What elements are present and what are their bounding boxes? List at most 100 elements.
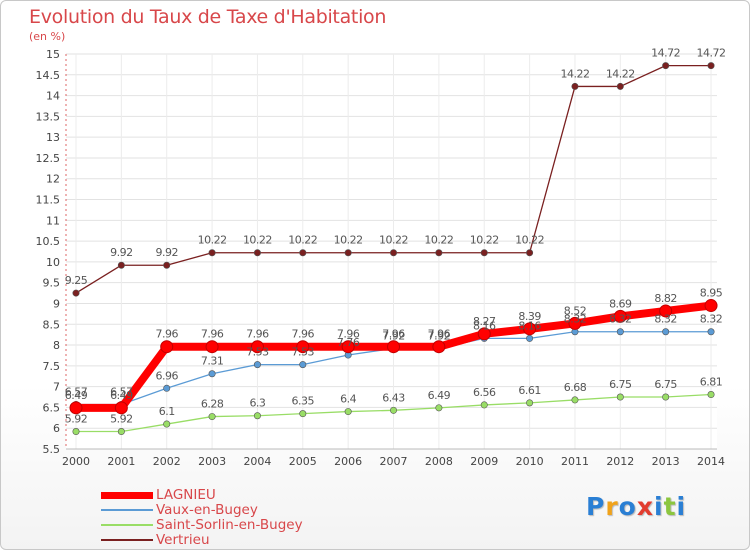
- data-point-saint-sorlin-en-bugey: [72, 428, 80, 436]
- axes: 5.566.577.588.599.51010.51111.51212.5131…: [36, 48, 726, 468]
- data-label-saint-sorlin-en-bugey: 5.92: [65, 413, 88, 426]
- data-label-vertrieu: 10.22: [198, 234, 227, 247]
- data-label-vertrieu: 10.22: [470, 234, 499, 247]
- x-tick-label: 2007: [380, 455, 408, 468]
- x-tick-label: 2001: [107, 455, 135, 468]
- data-point-lagnieu: [250, 340, 264, 354]
- legend-swatch-saint-sorlin-en-bugey: [101, 524, 153, 526]
- data-label-vaux-en-bugey: 7.53: [246, 346, 269, 359]
- data-point-lagnieu: [568, 316, 582, 330]
- data-point-vertrieu: [616, 82, 624, 90]
- x-tick-label: 2002: [153, 455, 181, 468]
- data-point-lagnieu: [341, 340, 355, 354]
- data-point-saint-sorlin-en-bugey: [616, 393, 624, 401]
- data-label-saint-sorlin-en-bugey: 6.75: [609, 378, 632, 391]
- y-tick-label: 7: [53, 381, 60, 394]
- data-label-vertrieu: 14.72: [697, 47, 726, 60]
- y-tick-label: 13: [46, 131, 60, 144]
- data-label-saint-sorlin-en-bugey: 6.75: [654, 378, 677, 391]
- data-label-lagnieu: 7.96: [246, 328, 269, 341]
- data-label-vertrieu: 10.22: [334, 234, 363, 247]
- legend-label: Vaux-en-Bugey: [156, 502, 258, 518]
- legend-swatch-vertrieu: [101, 539, 153, 541]
- data-label-saint-sorlin-en-bugey: 6.81: [700, 376, 723, 389]
- data-label-saint-sorlin-en-bugey: 6.61: [518, 384, 541, 397]
- data-point-vertrieu: [344, 249, 352, 257]
- data-point-saint-sorlin-en-bugey: [117, 428, 125, 436]
- data-point-vaux-en-bugey: [299, 361, 307, 369]
- data-labels: 6.49 6.49 7.96 7.96 7.96 7.96 7.96 7.96 7.96 8.27…: [65, 47, 726, 426]
- data-label-saint-sorlin-en-bugey: 6.3: [249, 397, 265, 410]
- data-label-vertrieu: 10.22: [288, 234, 317, 247]
- data-label-vaux-en-bugey: 6.57: [65, 386, 88, 399]
- data-point-lagnieu: [296, 340, 310, 354]
- data-label-saint-sorlin-en-bugey: 6.28: [201, 398, 224, 411]
- data-label-saint-sorlin-en-bugey: 6.1: [159, 405, 175, 418]
- data-point-lagnieu: [387, 340, 401, 354]
- data-label-vaux-en-bugey: 8.32: [609, 313, 632, 326]
- data-point-vertrieu: [526, 249, 534, 257]
- data-point-lagnieu: [160, 340, 174, 354]
- data-label-vaux-en-bugey: 7.92: [428, 329, 451, 342]
- logo-letter: i: [654, 492, 664, 521]
- data-point-lagnieu: [205, 340, 219, 354]
- data-point-vertrieu: [707, 62, 715, 70]
- data-label-saint-sorlin-en-bugey: 5.92: [110, 413, 133, 426]
- data-label-saint-sorlin-en-bugey: 6.49: [428, 389, 451, 402]
- x-tick-label: 2000: [62, 455, 90, 468]
- data-label-saint-sorlin-en-bugey: 6.56: [473, 386, 496, 399]
- y-tick-label: 15: [46, 48, 60, 61]
- data-point-saint-sorlin-en-bugey: [480, 401, 488, 409]
- data-point-lagnieu: [69, 401, 83, 415]
- data-point-vertrieu: [480, 249, 488, 257]
- y-tick-label: 9: [53, 297, 60, 310]
- x-tick-label: 2004: [243, 455, 271, 468]
- data-point-vaux-en-bugey: [208, 370, 216, 378]
- data-label-lagnieu: 8.39: [518, 310, 541, 323]
- data-label-vertrieu: 14.22: [560, 67, 589, 80]
- y-tick-label: 11: [46, 214, 60, 227]
- y-tick-label: 6.5: [43, 401, 61, 414]
- legend-swatch-vaux-en-bugey: [101, 509, 153, 511]
- y-tick-label: 11.5: [36, 194, 61, 207]
- y-tick-label: 14.5: [36, 69, 61, 82]
- x-tick-label: 2008: [425, 455, 453, 468]
- series: [69, 62, 718, 436]
- data-label-vertrieu: 9.25: [65, 274, 88, 287]
- x-tick-label: 2013: [652, 455, 680, 468]
- logo-letter: i: [676, 492, 687, 521]
- data-label-vertrieu: 9.92: [110, 246, 133, 259]
- data-point-saint-sorlin-en-bugey: [435, 404, 443, 412]
- data-label-saint-sorlin-en-bugey: 6.4: [340, 393, 356, 406]
- data-label-lagnieu: 7.96: [292, 328, 315, 341]
- data-point-saint-sorlin-en-bugey: [344, 408, 352, 416]
- data-label-vaux-en-bugey: 7.76: [337, 336, 360, 349]
- x-tick-label: 2003: [198, 455, 226, 468]
- data-point-saint-sorlin-en-bugey: [208, 413, 216, 421]
- data-point-lagnieu: [523, 322, 537, 336]
- legend-label: Vertrieu: [156, 532, 210, 548]
- chart-unit-label: (en %): [29, 30, 66, 43]
- x-tick-label: 2014: [697, 455, 725, 468]
- y-tick-label: 12: [46, 173, 60, 186]
- data-point-saint-sorlin-en-bugey: [662, 393, 670, 401]
- data-label-vaux-en-bugey: 8.16: [518, 319, 541, 332]
- data-label-lagnieu: 8.82: [654, 292, 677, 305]
- y-tick-label: 9.5: [43, 277, 61, 290]
- data-label-lagnieu: 7.96: [337, 328, 360, 341]
- data-label-lagnieu: 6.49: [110, 389, 133, 402]
- logo-letter: o: [618, 492, 637, 521]
- data-point-lagnieu: [659, 304, 673, 318]
- data-point-saint-sorlin-en-bugey: [299, 410, 307, 418]
- logo-letter: P: [586, 492, 606, 521]
- logo-letter: r: [605, 492, 619, 521]
- data-point-vaux-en-bugey: [163, 384, 171, 392]
- data-label-vertrieu: 10.22: [424, 234, 453, 247]
- data-label-vaux-en-bugey: 8.32: [564, 313, 587, 326]
- data-point-vaux-en-bugey: [616, 328, 624, 336]
- data-label-lagnieu: 8.27: [473, 315, 496, 328]
- data-point-vertrieu: [253, 249, 261, 257]
- data-label-vertrieu: 10.22: [243, 234, 272, 247]
- data-label-saint-sorlin-en-bugey: 6.35: [292, 395, 315, 408]
